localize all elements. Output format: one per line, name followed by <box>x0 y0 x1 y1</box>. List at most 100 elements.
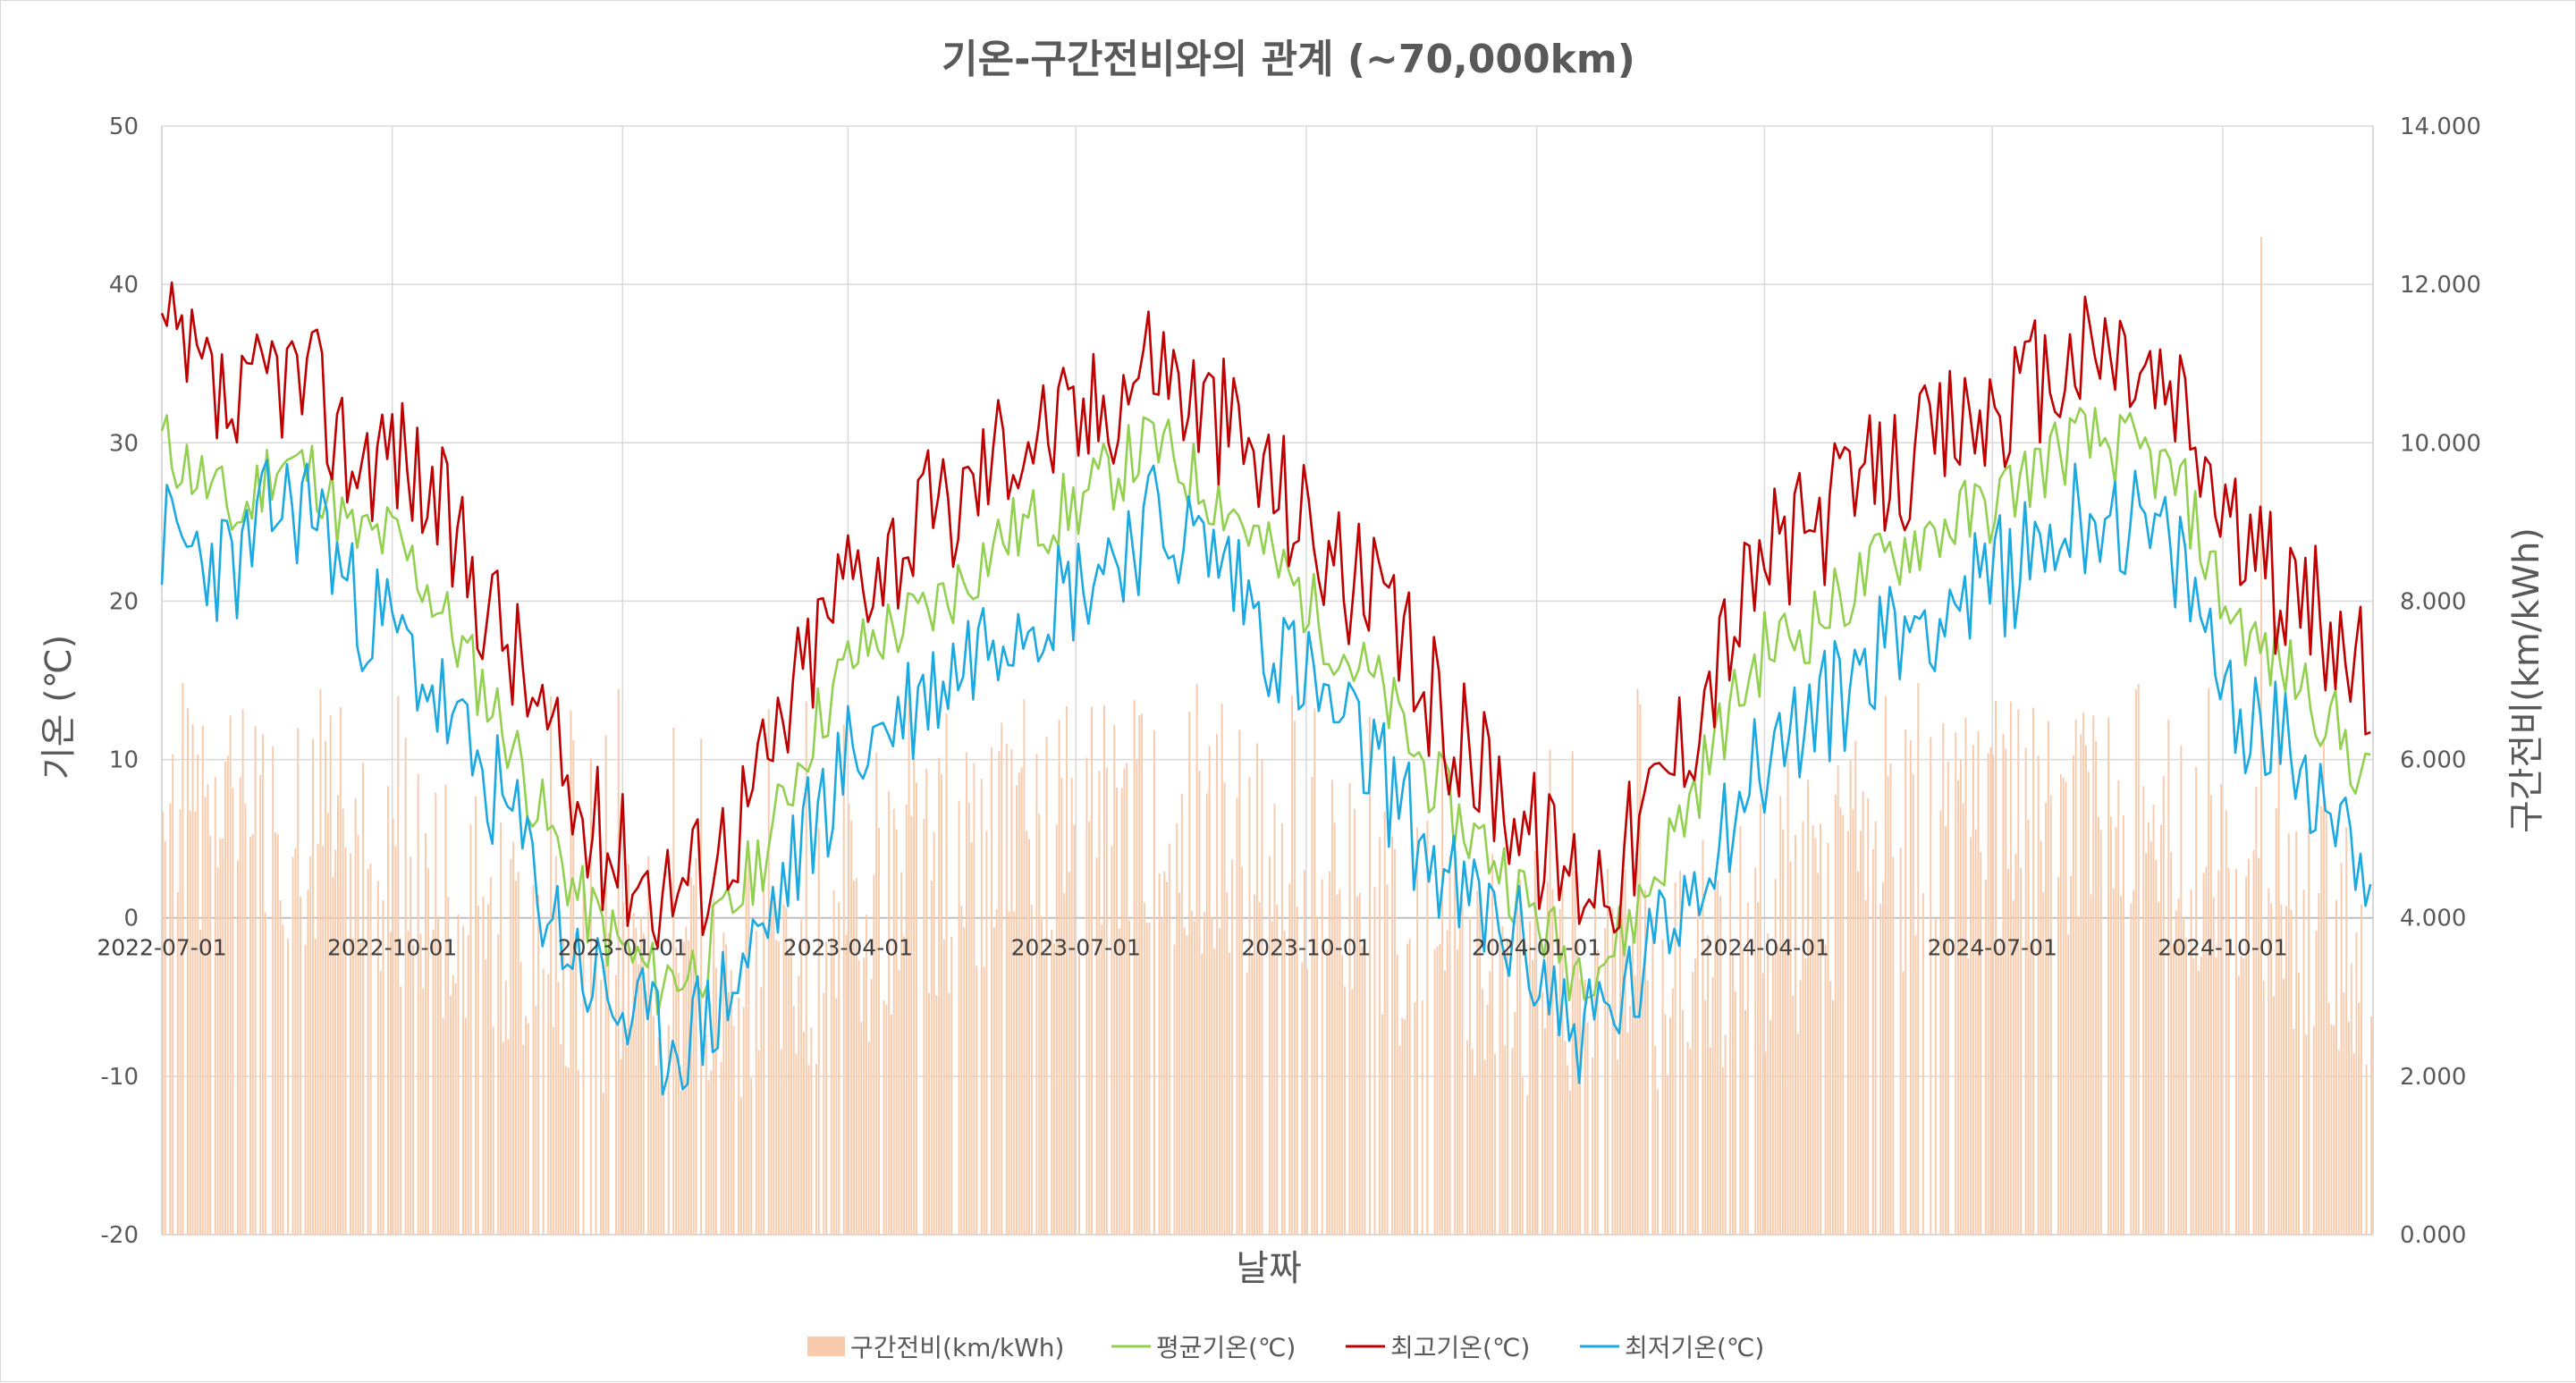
efficiency-bar <box>1934 918 1937 1235</box>
efficiency-bar <box>2002 734 2005 1235</box>
efficiency-bar <box>194 811 197 1235</box>
efficiency-bar <box>1957 780 1960 1235</box>
efficiency-bar <box>1518 879 1521 1235</box>
efficiency-bar <box>467 934 469 1235</box>
efficiency-bar <box>2305 1034 2308 1235</box>
efficiency-bar <box>1732 953 1734 1235</box>
efficiency-bar <box>998 751 1001 1235</box>
efficiency-bar <box>422 989 425 1235</box>
efficiency-bar <box>1280 822 1283 1235</box>
efficiency-bar <box>1621 876 1624 1235</box>
efficiency-bar <box>1842 814 1845 1235</box>
efficiency-bar <box>504 980 507 1235</box>
efficiency-bar <box>617 688 620 1235</box>
efficiency-bar <box>2177 898 2180 1235</box>
efficiency-bar <box>1955 732 1957 1235</box>
efficiency-bar <box>967 802 970 1235</box>
efficiency-bar <box>272 746 274 1235</box>
efficiency-bar <box>963 926 966 1235</box>
efficiency-bar <box>447 897 450 1235</box>
left-tick-label: 0 <box>123 906 139 932</box>
date-tick-label: 2022-10-01 <box>327 935 457 961</box>
efficiency-bar <box>1178 892 1181 1235</box>
efficiency-bar <box>848 803 850 1235</box>
left-tick-label: 20 <box>109 588 139 615</box>
efficiency-bar <box>1183 927 1186 1235</box>
efficiency-bar <box>2097 816 2099 1235</box>
efficiency-bar <box>1639 704 1642 1235</box>
efficiency-bar <box>2067 933 2070 1235</box>
efficiency-bar <box>1191 910 1194 1235</box>
efficiency-bar <box>525 1016 528 1235</box>
efficiency-bar <box>226 755 229 1235</box>
efficiency-bar <box>875 752 878 1235</box>
efficiency-bar <box>1055 824 1058 1235</box>
efficiency-bar <box>560 1044 562 1235</box>
efficiency-bar <box>738 998 740 1235</box>
left-axis-ticks: 50 40 30 20 10 0 -10 -20 <box>101 114 139 1249</box>
efficiency-bar <box>376 881 379 1235</box>
efficiency-bar <box>382 899 384 1235</box>
efficiency-bar <box>713 898 715 1235</box>
efficiency-bar <box>1026 831 1028 1235</box>
efficiency-bar <box>182 682 184 1235</box>
efficiency-bar <box>1141 713 1144 1235</box>
efficiency-bar <box>1358 892 1361 1235</box>
efficiency-bar <box>647 856 650 1235</box>
efficiency-bar <box>1814 838 1817 1235</box>
efficiency-bar <box>1433 949 1436 1235</box>
efficiency-bar <box>908 692 910 1235</box>
efficiency-bar <box>497 934 500 1235</box>
efficiency-bar <box>983 966 985 1235</box>
efficiency-bar <box>950 936 953 1235</box>
efficiency-bar <box>1489 971 1491 1235</box>
efficiency-bar <box>1271 921 1273 1235</box>
efficiency-bar <box>1624 869 1626 1235</box>
efficiency-bar <box>2120 896 2123 1235</box>
efficiency-bar <box>1293 721 1296 1235</box>
efficiency-bar <box>992 927 995 1235</box>
efficiency-bar <box>454 982 457 1235</box>
efficiency-bar <box>344 848 347 1235</box>
efficiency-bar <box>1456 949 1458 1235</box>
efficiency-bar <box>1999 938 2002 1235</box>
right-tick-label: 4.000 <box>2400 906 2466 932</box>
efficiency-bar <box>1386 884 1389 1235</box>
efficiency-bar <box>462 925 465 1235</box>
efficiency-bar <box>2358 1002 2361 1235</box>
efficiency-bar <box>1571 751 1574 1235</box>
efficiency-bar <box>966 752 967 1235</box>
efficiency-bar <box>1078 940 1081 1235</box>
efficiency-bar <box>1483 1059 1486 1235</box>
efficiency-bar <box>1556 1013 1558 1235</box>
efficiency-bar <box>582 874 585 1235</box>
efficiency-bar <box>1721 1067 1724 1235</box>
efficiency-bar <box>760 987 763 1235</box>
efficiency-bar <box>1714 872 1717 1235</box>
efficiency-bar <box>1406 943 1408 1235</box>
efficiency-bar <box>1041 916 1043 1235</box>
efficiency-bar <box>1351 989 1354 1235</box>
max-temp-line <box>160 281 2371 949</box>
efficiency-bar <box>169 803 172 1235</box>
efficiency-bar <box>948 992 950 1235</box>
efficiency-bar <box>860 1022 863 1235</box>
efficiency-bar <box>1930 737 1932 1235</box>
efficiency-bar <box>913 758 916 1235</box>
efficiency-bar <box>620 1059 622 1235</box>
efficiency-bar <box>294 848 297 1235</box>
efficiency-bar <box>2275 808 2277 1235</box>
date-tick-label: 2022-07-01 <box>97 935 226 961</box>
efficiency-bar <box>239 777 241 1235</box>
efficiency-bar <box>2350 963 2352 1235</box>
efficiency-bar <box>394 846 397 1235</box>
efficiency-bar <box>976 966 978 1235</box>
efficiency-bar <box>577 1069 579 1235</box>
y-axis-title-left: 기온 (℃) <box>38 635 80 780</box>
efficiency-bar <box>1070 777 1073 1235</box>
efficiency-bar <box>179 809 182 1235</box>
efficiency-bar <box>2355 932 2358 1235</box>
efficiency-bar <box>657 1038 660 1235</box>
efficiency-bar <box>2162 776 2165 1235</box>
efficiency-bar <box>2009 701 2012 1235</box>
